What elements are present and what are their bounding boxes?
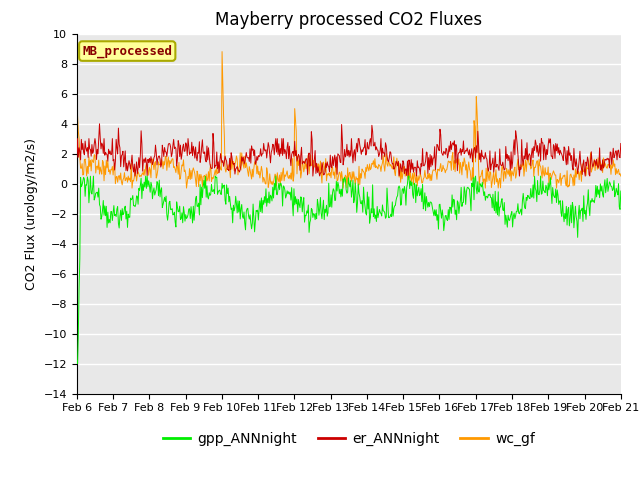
gpp_ANNnight: [84, 174, 92, 180]
er_ANNnight: [131, 173, 139, 179]
er_ANNnight: [83, 148, 90, 154]
wc_gf: [140, 172, 147, 178]
gpp_ANNnight: [433, 207, 440, 213]
wc_gf: [218, 49, 226, 55]
wc_gf: [617, 173, 625, 179]
Line: gpp_ANNnight: gpp_ANNnight: [77, 176, 621, 364]
wc_gf: [73, 94, 81, 99]
Y-axis label: CO2 Flux (urology/m2/s): CO2 Flux (urology/m2/s): [25, 138, 38, 289]
er_ANNnight: [140, 156, 148, 162]
Text: MB_processed: MB_processed: [82, 44, 172, 58]
gpp_ANNnight: [417, 192, 424, 198]
gpp_ANNnight: [617, 188, 625, 194]
er_ANNnight: [73, 155, 81, 160]
wc_gf: [83, 173, 90, 179]
wc_gf: [224, 162, 232, 168]
er_ANNnight: [617, 141, 625, 146]
Line: wc_gf: wc_gf: [77, 52, 621, 188]
gpp_ANNnight: [140, 179, 148, 185]
wc_gf: [417, 171, 424, 177]
wc_gf: [433, 170, 440, 176]
gpp_ANNnight: [74, 361, 81, 367]
wc_gf: [195, 184, 202, 190]
er_ANNnight: [417, 171, 424, 177]
gpp_ANNnight: [73, 358, 81, 363]
er_ANNnight: [433, 155, 440, 161]
er_ANNnight: [95, 121, 103, 127]
er_ANNnight: [196, 139, 204, 144]
Line: er_ANNnight: er_ANNnight: [77, 124, 621, 176]
gpp_ANNnight: [196, 212, 204, 218]
Legend: gpp_ANNnight, er_ANNnight, wc_gf: gpp_ANNnight, er_ANNnight, wc_gf: [157, 426, 541, 452]
gpp_ANNnight: [224, 185, 232, 191]
er_ANNnight: [224, 167, 232, 172]
gpp_ANNnight: [90, 173, 97, 179]
Title: Mayberry processed CO2 Fluxes: Mayberry processed CO2 Fluxes: [215, 11, 483, 29]
wc_gf: [128, 185, 136, 191]
